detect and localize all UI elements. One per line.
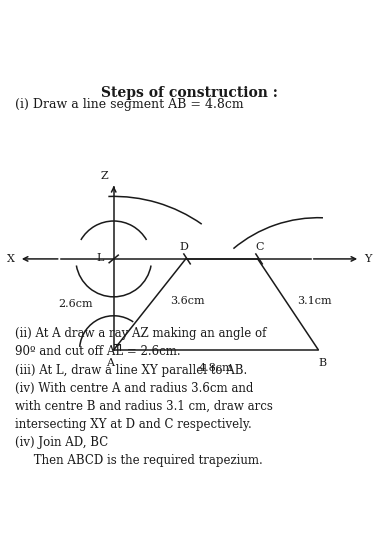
Text: L: L — [97, 253, 104, 263]
Text: C: C — [255, 242, 264, 252]
Text: with centre B and radius 3.1 cm, draw arcs: with centre B and radius 3.1 cm, draw ar… — [15, 400, 273, 413]
Text: (ii) At A draw a ray AZ making an angle of: (ii) At A draw a ray AZ making an angle … — [15, 327, 266, 340]
Text: (i) Draw a line segment AB = 4.8cm: (i) Draw a line segment AB = 4.8cm — [15, 98, 244, 111]
Text: intersecting XY at D and C respectively.: intersecting XY at D and C respectively. — [15, 418, 252, 431]
Text: B: B — [318, 358, 326, 368]
Text: (iii) At L, draw a line XY parallel to AB.: (iii) At L, draw a line XY parallel to A… — [15, 364, 247, 376]
Text: 90º and cut off AL = 2.6cm.: 90º and cut off AL = 2.6cm. — [15, 345, 181, 358]
Text: Z: Z — [100, 171, 108, 181]
Text: 3.1cm: 3.1cm — [298, 296, 332, 305]
Text: (iv) With centre A and radius 3.6cm and: (iv) With centre A and radius 3.6cm and — [15, 382, 254, 395]
Text: A: A — [106, 358, 114, 368]
Text: 2.6cm: 2.6cm — [58, 300, 93, 309]
Text: Y: Y — [364, 254, 371, 264]
Text: X: X — [6, 254, 14, 264]
Text: 3.6cm: 3.6cm — [171, 296, 205, 305]
Text: (iv) Join AD, BC: (iv) Join AD, BC — [15, 437, 108, 449]
Text: Steps of construction :: Steps of construction : — [101, 86, 278, 101]
Text: D: D — [179, 242, 188, 252]
Text: Then ABCD is the required trapezium.: Then ABCD is the required trapezium. — [15, 455, 263, 467]
Text: 4.8cm: 4.8cm — [199, 363, 233, 373]
